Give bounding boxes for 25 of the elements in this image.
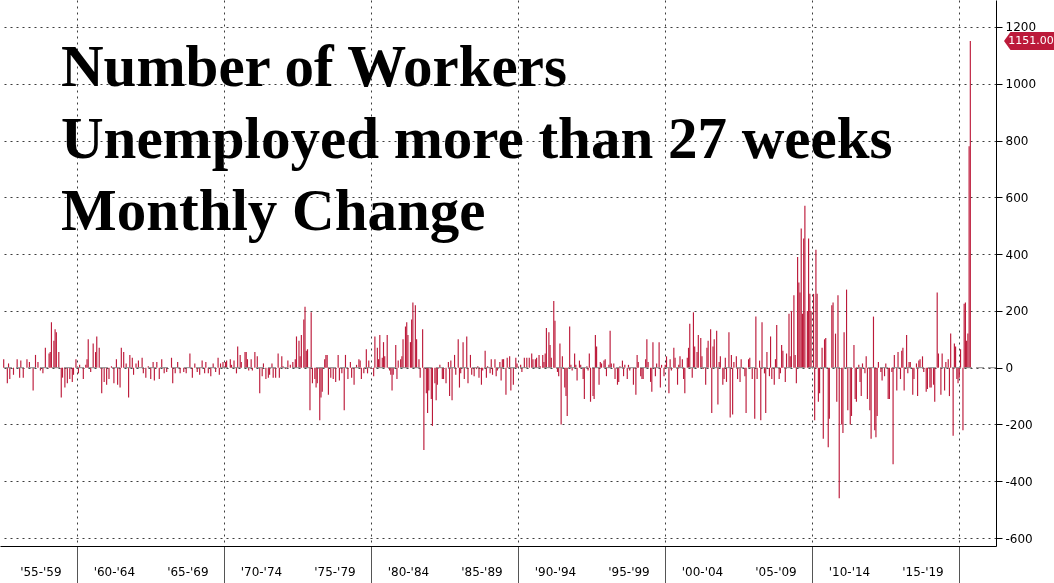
y-tick-label: 1200 bbox=[1005, 20, 1037, 35]
x-tick-label: '05-'09 bbox=[755, 564, 797, 579]
y-tick-label: 400 bbox=[1005, 247, 1029, 262]
x-tick-label: '00-'04 bbox=[681, 564, 724, 579]
x-tick-label: '15-'19 bbox=[902, 564, 944, 579]
x-tick-label: '85-'89 bbox=[461, 564, 503, 579]
x-tick-label: '90-'94 bbox=[534, 564, 577, 579]
y-tick-label: 1000 bbox=[1005, 77, 1037, 92]
x-tick-label: '95-'99 bbox=[608, 564, 650, 579]
y-tick-label: 0 bbox=[1005, 361, 1014, 376]
y-tick-label: 800 bbox=[1005, 134, 1029, 149]
y-tick-label: 600 bbox=[1005, 190, 1029, 205]
x-tick-label: '60-'64 bbox=[93, 564, 136, 579]
y-tick-label: 200 bbox=[1005, 304, 1029, 319]
x-tick-label: '55-'59 bbox=[20, 564, 62, 579]
x-tick-label: '65-'69 bbox=[167, 564, 209, 579]
y-tick-label: -200 bbox=[1005, 417, 1033, 432]
x-tick-label: '10-'14 bbox=[828, 564, 871, 579]
x-tick-label: '70-'74 bbox=[240, 564, 283, 579]
text: Number of Workers Unemployed more than 27 weeks Monthly Change bbox=[61, 33, 893, 243]
text: 1151.00 bbox=[1008, 34, 1054, 47]
x-tick-label: '75-'79 bbox=[314, 564, 356, 579]
x-tick-label: '80-'84 bbox=[387, 564, 430, 579]
y-tick-label: -400 bbox=[1005, 474, 1033, 489]
y-tick-label: -600 bbox=[1005, 531, 1033, 546]
